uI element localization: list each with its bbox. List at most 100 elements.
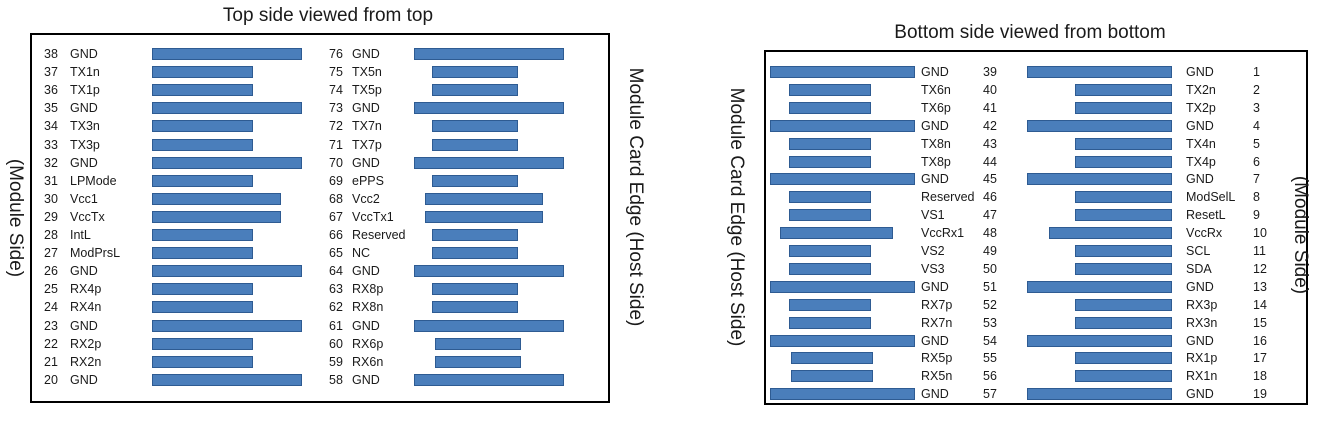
pin-number: 8 [1253,190,1260,205]
pin-name: RX2n [70,354,102,369]
pin-name: GND [352,155,380,170]
pin-name: TX7n [352,119,382,134]
pin-number: 24 [44,300,58,315]
pin-name: TX3p [70,137,100,152]
pin-number: 46 [983,190,997,205]
pin-name: GND [1186,387,1214,402]
pin-number: 57 [983,387,997,402]
pin-row: TX6n 40 TX2n 2 [0,81,1330,99]
pin-number: 29 [44,209,58,224]
pin-number: 22 [44,336,58,351]
pin-number: 1 [1253,65,1260,79]
pin-name: TX5p [352,83,382,98]
pin-number: 67 [329,209,343,224]
pin-name: RX6n [352,354,384,369]
contact-pad [152,84,253,97]
pin-row: 38 GND 76 GND [0,45,640,63]
pin-number: 23 [44,318,58,333]
pin-name: VccTx1 [352,209,394,224]
contact-pad [425,192,543,205]
pin-number: 45 [983,172,997,187]
pin-row: 29 VccTx 67 VccTx1 [0,208,640,226]
contact-pad [414,319,564,332]
contact-pad [1027,66,1172,78]
pin-name: GND [921,333,949,348]
pin-number: 10 [1253,226,1267,241]
contact-pad [152,283,253,296]
contact-pad [432,120,518,133]
contact-pad [152,192,281,205]
pin-number: 28 [44,228,58,242]
pin-row: TX8n 43 TX4n 5 [0,135,1330,153]
contact-pad [1075,209,1172,222]
pin-name: GND [1186,118,1214,133]
contact-pad [791,352,873,365]
contact-pad [152,66,253,79]
contact-pad [432,283,518,296]
contact-pad [435,355,521,368]
pin-number: 38 [44,47,58,61]
pin-number: 64 [329,264,343,279]
pin-name: GND [70,101,98,116]
contact-pad [152,337,253,350]
top-panel-frame [30,33,610,403]
pin-number: 41 [983,100,997,115]
contact-pad [435,337,521,350]
pin-row: 34 TX3n 72 TX7n [0,117,640,135]
pin-name: Vcc2 [352,191,380,206]
contact-pad [1075,137,1172,150]
pin-row: GND 39 GND 1 [0,63,1330,81]
contact-pad [789,83,871,96]
pin-number: 59 [329,354,343,369]
pin-number: 25 [44,282,58,297]
pin-row: 22 RX2p 60 RX6p [0,335,640,353]
pin-number: 52 [983,297,997,312]
pin-row: GND 45 GND 7 [0,170,1330,188]
pin-name: ModPrsL [70,246,121,261]
pin-name: GND [921,387,949,402]
pin-number: 76 [329,47,343,61]
pin-row: RX5n 56 RX1n 18 [0,367,1330,385]
pin-name: VS1 [921,208,945,223]
pin-number: 2 [1253,82,1260,97]
pin-number: 49 [983,244,997,258]
pin-number: 72 [329,119,343,134]
pin-number: 32 [44,155,58,170]
pin-name: GND [70,47,98,61]
pin-number: 33 [44,137,58,152]
pin-number: 48 [983,226,997,241]
bottom-panel-title: Bottom side viewed from bottom [894,22,1166,43]
contact-pad [770,66,915,78]
contact-pad [432,138,518,151]
contact-pad [791,370,873,383]
contact-pad [414,156,564,169]
contact-pad [414,265,564,278]
pin-row: Reserved 46 ModSelL 8 [0,188,1330,206]
pin-name: RX6p [352,336,384,351]
pin-number: 65 [329,246,343,261]
pin-row: RX5p 55 RX1p 17 [0,349,1330,367]
contact-pad [152,48,302,60]
bottom-panel-frame [764,50,1308,405]
pin-name: TX1p [70,83,100,98]
contact-pad [770,173,915,186]
contact-pad [1075,245,1172,257]
pin-row: 33 TX3p 71 TX7p [0,136,640,154]
pin-name: TX4p [1186,154,1216,169]
contact-pad [152,156,302,169]
contact-pad [1027,280,1172,293]
pin-number: 7 [1253,172,1260,187]
pin-name: TX4n [1186,136,1216,151]
pin-name: TX3n [70,119,100,134]
pin-number: 34 [44,119,58,134]
pin-number: 3 [1253,100,1260,115]
pin-name: RX8n [352,300,384,315]
pin-name: RX2p [70,336,102,351]
pin-row: RX7p 52 RX3p 14 [0,296,1330,314]
pin-row: 26 GND 64 GND [0,262,640,280]
contact-pad [432,174,518,187]
pin-row: GND 51 GND 13 [0,278,1330,296]
contact-pad [152,138,253,151]
pin-number: 21 [44,354,58,369]
contact-pad [152,174,253,187]
